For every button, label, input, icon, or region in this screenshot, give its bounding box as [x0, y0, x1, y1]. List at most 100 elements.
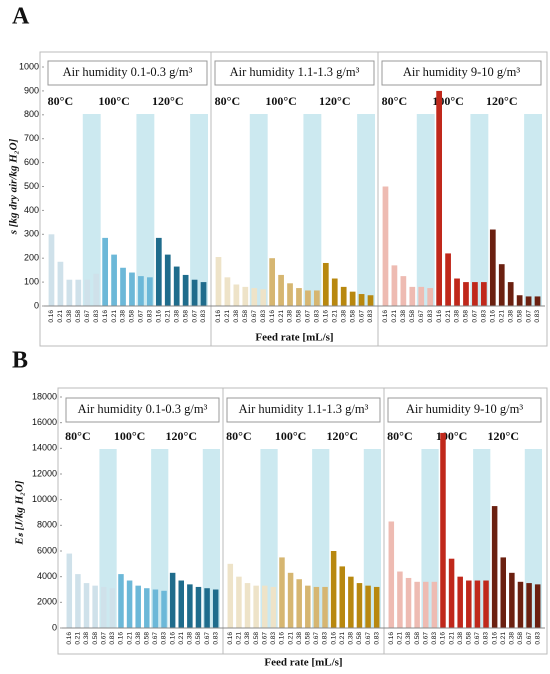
band [303, 114, 322, 306]
bar [414, 581, 420, 628]
bar [260, 289, 267, 306]
band [470, 114, 489, 306]
x-tick-label: 0.67 [305, 310, 312, 323]
bar [296, 579, 302, 628]
bar [129, 272, 135, 306]
x-tick-label: 0.67 [358, 310, 365, 323]
x-tick-label: 0.58 [242, 310, 249, 323]
y-tick-label: 0 [34, 300, 39, 310]
bar [278, 274, 284, 306]
bar [322, 262, 329, 306]
x-tick-label: 0.16 [323, 310, 330, 323]
bar [339, 566, 346, 628]
x-tick-label: 0.83 [161, 632, 168, 645]
x-tick-label: 0.83 [481, 310, 488, 323]
x-tick-label: 0.16 [66, 632, 73, 645]
bar [457, 576, 463, 628]
band [82, 114, 101, 306]
x-tick-label: 0.21 [445, 310, 452, 323]
bar [109, 588, 116, 628]
bar [305, 585, 311, 628]
bar [92, 585, 98, 628]
x-tick-label: 0.58 [516, 310, 523, 323]
panel-label: B [12, 348, 28, 374]
x-tick-label: 0.67 [472, 310, 479, 323]
x-tick-label: 0.16 [436, 310, 443, 323]
x-tick-label: 0.38 [457, 632, 464, 645]
bar [365, 585, 371, 628]
band [260, 449, 278, 628]
x-tick-label: 0.16 [156, 310, 163, 323]
x-tick-label: 0.38 [296, 632, 303, 645]
x-tick-label: 0.58 [144, 632, 151, 645]
x-tick-label: 0.58 [92, 632, 99, 645]
y-tick-label: 8000 [37, 520, 57, 530]
bar [358, 294, 365, 306]
bar [164, 254, 171, 306]
x-axis-label: Feed rate [mL/s] [255, 332, 333, 344]
bar [187, 584, 193, 628]
x-tick-label: 0.67 [526, 632, 533, 645]
bar [498, 264, 505, 306]
bar [146, 277, 153, 306]
x-tick-label: 0.16 [215, 310, 222, 323]
x-tick-label: 0.38 [233, 310, 240, 323]
bar [534, 296, 541, 306]
x-tick-label: 0.83 [212, 632, 219, 645]
x-tick-label: 0.38 [83, 632, 90, 645]
x-tick-label: 0.21 [287, 632, 294, 645]
x-tick-label: 0.83 [93, 310, 100, 323]
bar [480, 282, 487, 306]
x-tick-label: 0.21 [339, 632, 346, 645]
bar [244, 583, 251, 628]
bar [525, 296, 532, 306]
group-label: 120°C [327, 429, 358, 443]
bar [500, 557, 507, 628]
x-tick-label: 0.21 [126, 632, 133, 645]
bar [367, 295, 374, 306]
band [416, 114, 435, 306]
y-tick-label: 2000 [37, 597, 57, 607]
x-tick-label: 0.58 [466, 632, 473, 645]
y-tick-label: 200 [24, 253, 39, 263]
facet-title-box [214, 60, 375, 86]
bar [472, 282, 478, 306]
bar [373, 586, 380, 628]
bar [161, 590, 167, 628]
bar [348, 576, 354, 628]
x-tick-label: 0.21 [448, 632, 455, 645]
bar [431, 581, 438, 628]
bar [135, 585, 141, 628]
x-tick-label: 0.38 [120, 310, 127, 323]
x-tick-label: 0.58 [75, 310, 82, 323]
x-tick-label: 0.38 [400, 310, 407, 323]
x-tick-label: 0.58 [182, 310, 189, 323]
bar [173, 266, 180, 306]
x-tick-label: 0.16 [388, 632, 395, 645]
x-tick-label: 0.16 [330, 632, 337, 645]
bar [440, 432, 446, 628]
x-tick-label: 0.83 [427, 310, 434, 323]
facet-title-box [381, 60, 542, 86]
bar [405, 577, 412, 628]
x-tick-label: 0.16 [440, 632, 447, 645]
group-label: 120°C [488, 429, 519, 443]
x-tick-label: 0.16 [269, 310, 276, 323]
x-tick-label: 0.38 [187, 632, 194, 645]
bar [169, 572, 176, 628]
bar [463, 282, 469, 306]
bar [474, 580, 481, 628]
y-tick-label: 14000 [32, 443, 57, 453]
x-tick-label: 0.38 [509, 632, 516, 645]
bar [436, 90, 443, 307]
x-tick-label: 0.83 [367, 310, 374, 323]
bar [445, 253, 451, 306]
band [190, 114, 208, 306]
facet-title: Air humidity 1.1-1.3 g/m³ [230, 65, 360, 79]
group-label: 120°C [319, 94, 350, 108]
x-tick-label: 0.58 [517, 632, 524, 645]
x-tick-label: 0.67 [525, 310, 532, 323]
bar [138, 276, 144, 306]
x-tick-label: 0.21 [75, 632, 82, 645]
